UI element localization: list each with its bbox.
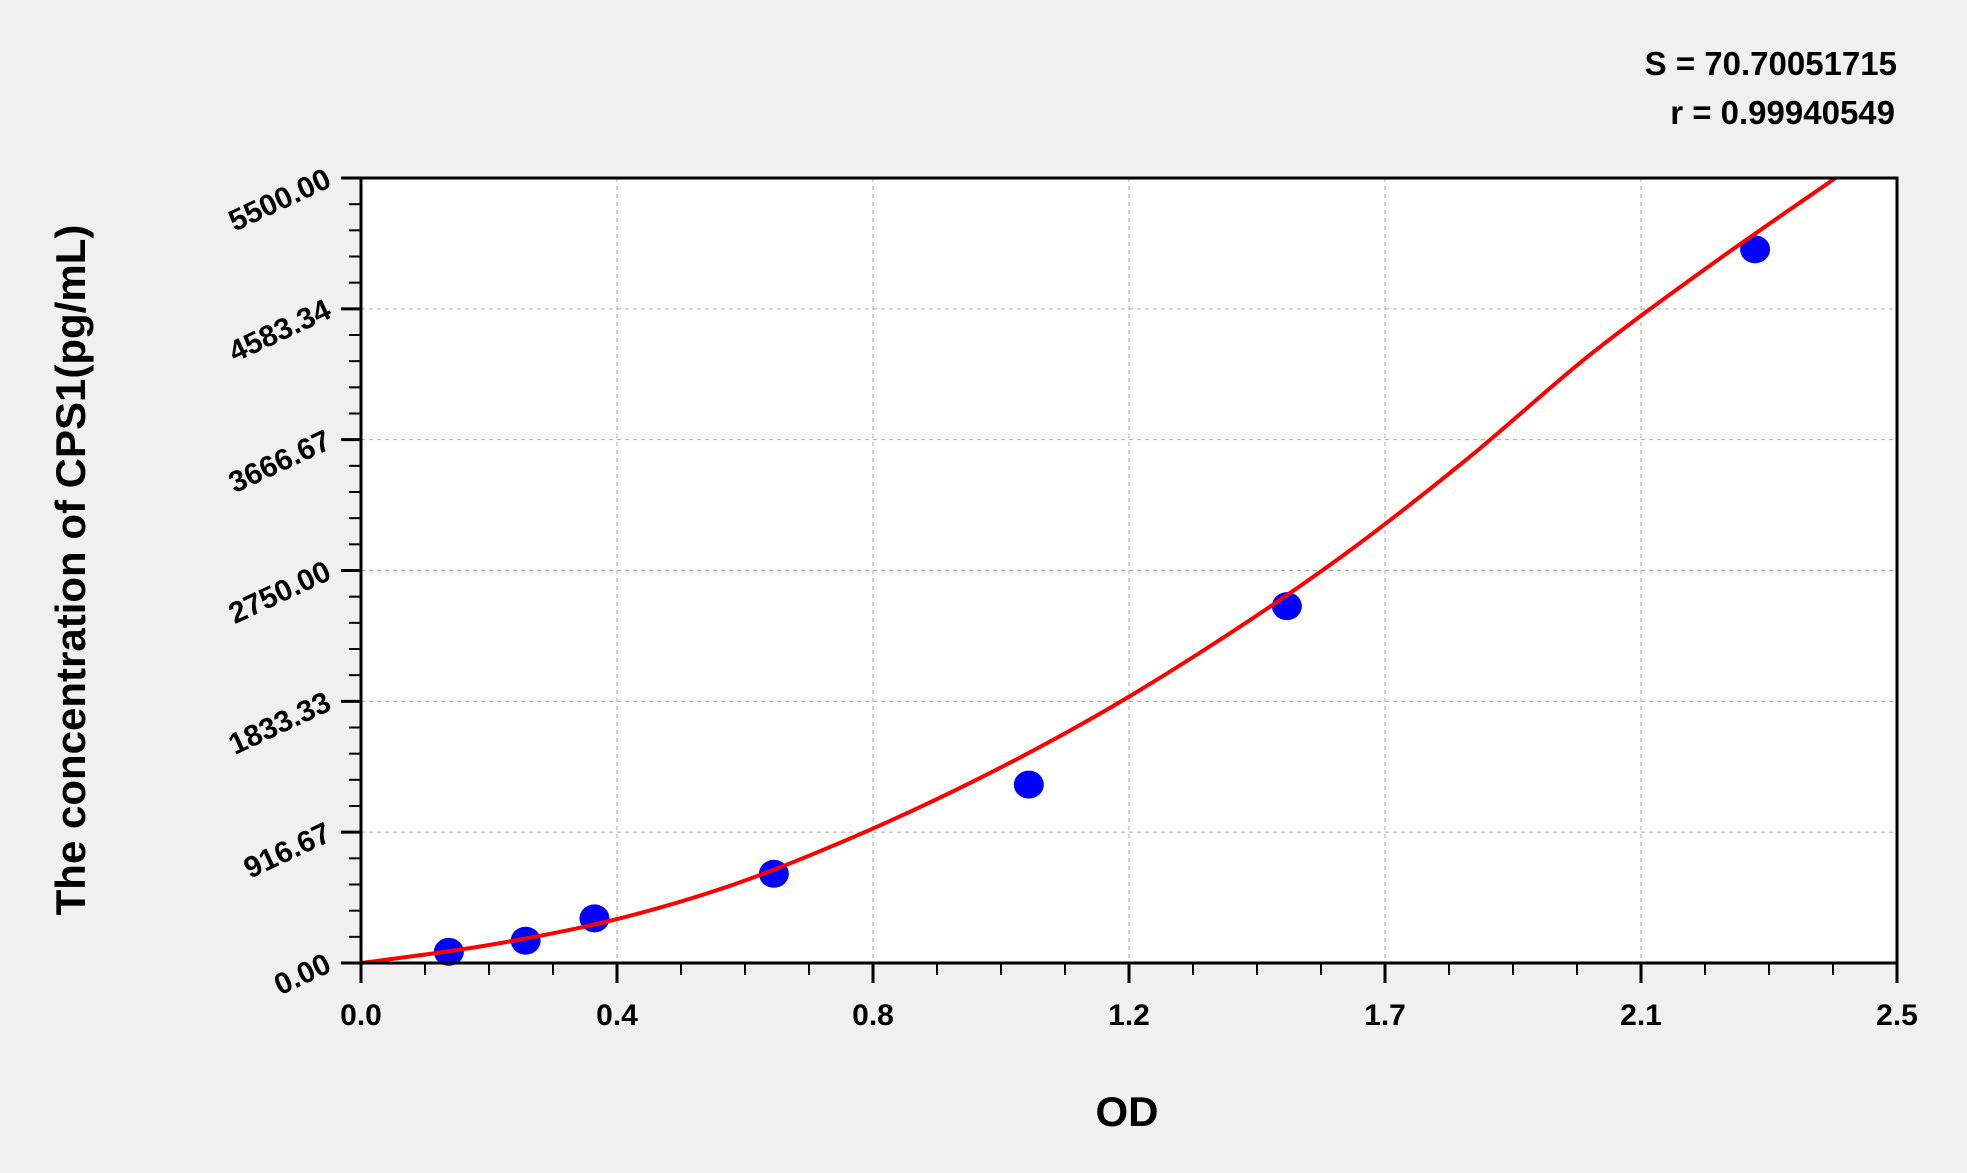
- y-tick-label: 2750.00: [224, 555, 336, 631]
- s-annotation: S = 70.70051715: [1645, 45, 1897, 82]
- grid: [361, 178, 1897, 963]
- data-point: [1013, 770, 1044, 799]
- y-tick-label: 916.67: [239, 817, 336, 886]
- data-point: [510, 926, 541, 955]
- x-tick-label: 0.8: [852, 999, 894, 1032]
- data-point: [1740, 235, 1771, 264]
- y-tick-label: 0.00: [269, 947, 336, 1002]
- y-tick-label: 3666.67: [224, 424, 336, 500]
- x-tick-label: 2.1: [1620, 999, 1662, 1032]
- data-points: [433, 235, 1771, 966]
- y-tick-label: 5500.00: [224, 162, 336, 238]
- y-tick-labels: 0.00 916.67 1833.33 2750.00 3666.67 4583.34 55…: [224, 162, 337, 1002]
- x-axis-title: OD: [1096, 1088, 1159, 1135]
- x-tick-label: 2.5: [1876, 999, 1918, 1032]
- x-tick-label: 0.0: [340, 999, 382, 1032]
- x-tick-labels: 0.0 0.4 0.8 1.2 1.7 2.1 2.5: [340, 999, 1918, 1032]
- y-tick-label: 4583.34: [224, 293, 337, 369]
- x-tick-label: 1.2: [1108, 999, 1150, 1032]
- y-tick-label: 1833.33: [224, 686, 336, 762]
- x-tick-label: 0.4: [596, 999, 638, 1032]
- fit-curve: [360, 176, 1837, 965]
- r-annotation: r = 0.99940549: [1670, 94, 1895, 131]
- x-tick-label: 1.7: [1364, 999, 1406, 1032]
- axis-ticks: [341, 176, 1899, 983]
- plot-border: [359, 176, 1899, 965]
- y-axis-title: The concentration of CPS1(pg/mL): [47, 225, 94, 916]
